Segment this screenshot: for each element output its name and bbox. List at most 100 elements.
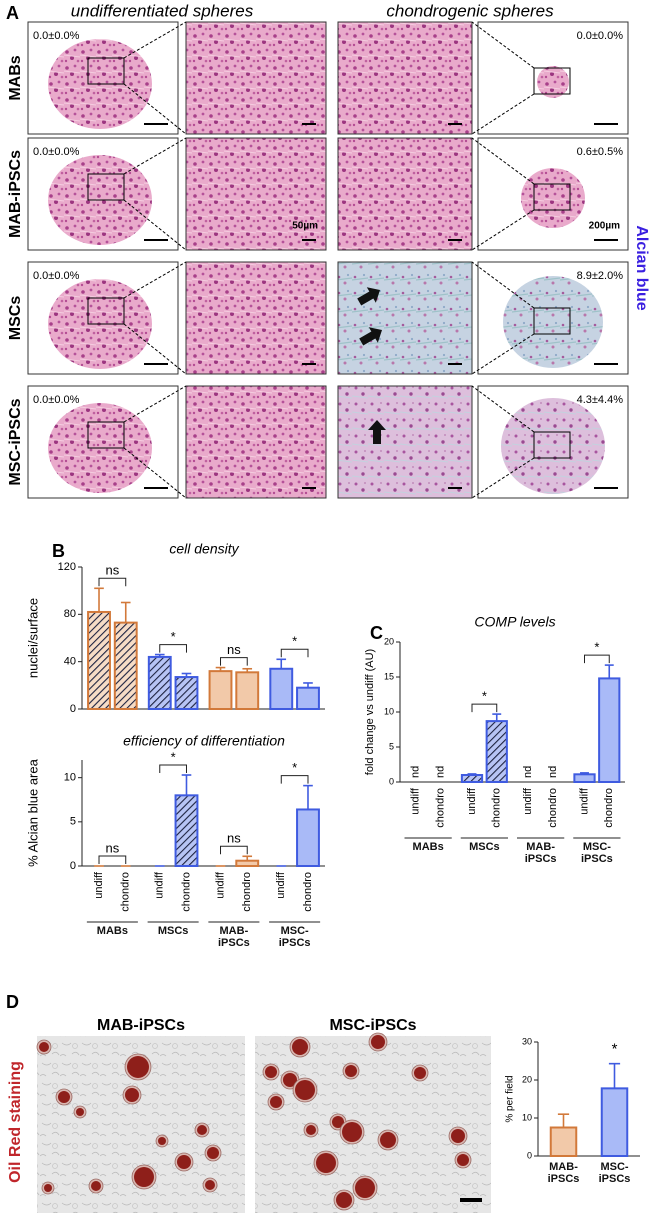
- bar: [113, 621, 138, 710]
- lipid-droplet: [270, 1096, 282, 1108]
- lipid-droplet: [177, 1155, 191, 1169]
- sphere: [537, 66, 569, 98]
- zoom-line: [123, 261, 187, 299]
- zoom-inset: [87, 297, 125, 325]
- lipid-droplet: [371, 1035, 385, 1049]
- micrograph: [185, 137, 327, 251]
- scale-label: 50µm: [292, 221, 318, 232]
- x-tick-label: chondro: [180, 872, 192, 912]
- column-title: chondrogenic spheres: [386, 1, 554, 20]
- significance-label: ns: [106, 840, 120, 855]
- value-label: nd: [410, 766, 422, 778]
- row-label: MAB-iPSCs: [7, 150, 24, 238]
- bar: [235, 671, 260, 710]
- row-label: MSCs: [7, 296, 24, 341]
- micrograph: [337, 261, 473, 375]
- significance-label: *: [171, 629, 176, 644]
- quantification: 0.0±0.0%: [33, 30, 80, 42]
- x-tick-label: MSC- iPSCs: [598, 1161, 631, 1185]
- significance-bracket: [98, 855, 127, 864]
- bar: [174, 676, 199, 710]
- x-tick-label: undiff: [154, 871, 166, 899]
- arrow: [368, 420, 386, 444]
- x-tick-label: undiff: [578, 787, 590, 815]
- y-tick-label: 10: [522, 1112, 532, 1122]
- zoom-line: [471, 457, 535, 499]
- micrograph: [185, 385, 327, 499]
- y-tick-label: 0: [70, 703, 76, 715]
- significance-label: *: [594, 640, 599, 655]
- micrograph: [185, 21, 327, 135]
- y-tick-label: 20: [384, 636, 394, 646]
- y-tick-label: 15: [384, 671, 394, 681]
- bar: [296, 808, 320, 868]
- lipid-droplet: [292, 1039, 308, 1055]
- quantification: 0.0±0.0%: [33, 146, 80, 158]
- y-axis-label: nuclei/surface: [25, 598, 40, 678]
- y-tick-label: 30: [522, 1036, 532, 1046]
- zoom-line: [123, 21, 187, 59]
- lipid-droplet: [265, 1066, 277, 1078]
- significance-bracket: [220, 657, 248, 666]
- bar: [549, 1126, 578, 1157]
- y-tick-label: 10: [64, 772, 76, 784]
- x-tick-label: undiff: [522, 787, 534, 815]
- significance-label: ns: [106, 563, 120, 578]
- x-tick-label: chondro: [434, 788, 446, 828]
- y-axis-label: fold change vs undiff (AU): [364, 649, 376, 775]
- quantification: 0.6±0.5%: [577, 146, 624, 158]
- zoom-line: [471, 333, 535, 375]
- stain-label: Alcian blue: [633, 225, 650, 310]
- zoom-inset: [533, 307, 571, 335]
- bar: [147, 655, 172, 711]
- bar: [598, 677, 621, 784]
- lipid-droplet: [207, 1147, 219, 1159]
- x-tick-label: chondro: [302, 872, 314, 912]
- lipid-droplet: [76, 1108, 84, 1116]
- bar: [485, 720, 508, 783]
- bar: [269, 667, 294, 710]
- y-tick-label: 40: [64, 656, 76, 668]
- panel-letter: D: [6, 992, 19, 1012]
- quantification: 4.3±4.4%: [577, 394, 624, 406]
- lipid-droplet: [134, 1167, 154, 1187]
- bar: [87, 610, 111, 711]
- zoom-inset: [87, 173, 125, 201]
- lipid-droplet: [345, 1065, 357, 1077]
- scale-label: 200µm: [589, 221, 620, 232]
- x-tick-label: undiff: [410, 787, 422, 815]
- significance-bracket: [584, 654, 610, 664]
- value-label: nd: [522, 766, 534, 778]
- y-tick-label: 10: [384, 706, 394, 716]
- x-tick-label: undiff: [93, 871, 105, 899]
- quantification: 0.0±0.0%: [577, 30, 624, 42]
- lipid-droplet: [205, 1180, 215, 1190]
- zoom-inset: [533, 431, 571, 459]
- significance-label: ns: [227, 642, 241, 657]
- significance-bracket: [471, 703, 498, 713]
- group-label: MSC- iPSCs: [580, 841, 613, 865]
- zoom-line: [123, 385, 187, 423]
- zoom-inset: [533, 183, 571, 211]
- quantification: 0.0±0.0%: [33, 394, 80, 406]
- y-tick-label: 80: [64, 608, 76, 620]
- image-title: MSC-iPSCs: [329, 1017, 416, 1034]
- zoom-inset: [87, 421, 125, 449]
- lipid-droplet: [380, 1132, 396, 1148]
- zoom-line: [471, 209, 535, 251]
- lipid-droplet: [58, 1091, 70, 1103]
- significance-bracket: [220, 845, 248, 855]
- x-tick-label: chondro: [547, 788, 559, 828]
- x-tick-label: chondro: [491, 788, 503, 828]
- zoom-line: [471, 137, 535, 185]
- y-tick-label: 0: [70, 860, 76, 872]
- x-tick-label: undiff: [466, 787, 478, 815]
- y-tick-label: 20: [522, 1074, 532, 1084]
- zoom-line: [471, 385, 535, 433]
- lipid-droplet: [283, 1073, 297, 1087]
- significance-label: *: [292, 634, 297, 649]
- image-title: MAB-iPSCs: [97, 1017, 185, 1034]
- micrograph: [185, 261, 327, 375]
- lipid-droplet: [306, 1125, 316, 1135]
